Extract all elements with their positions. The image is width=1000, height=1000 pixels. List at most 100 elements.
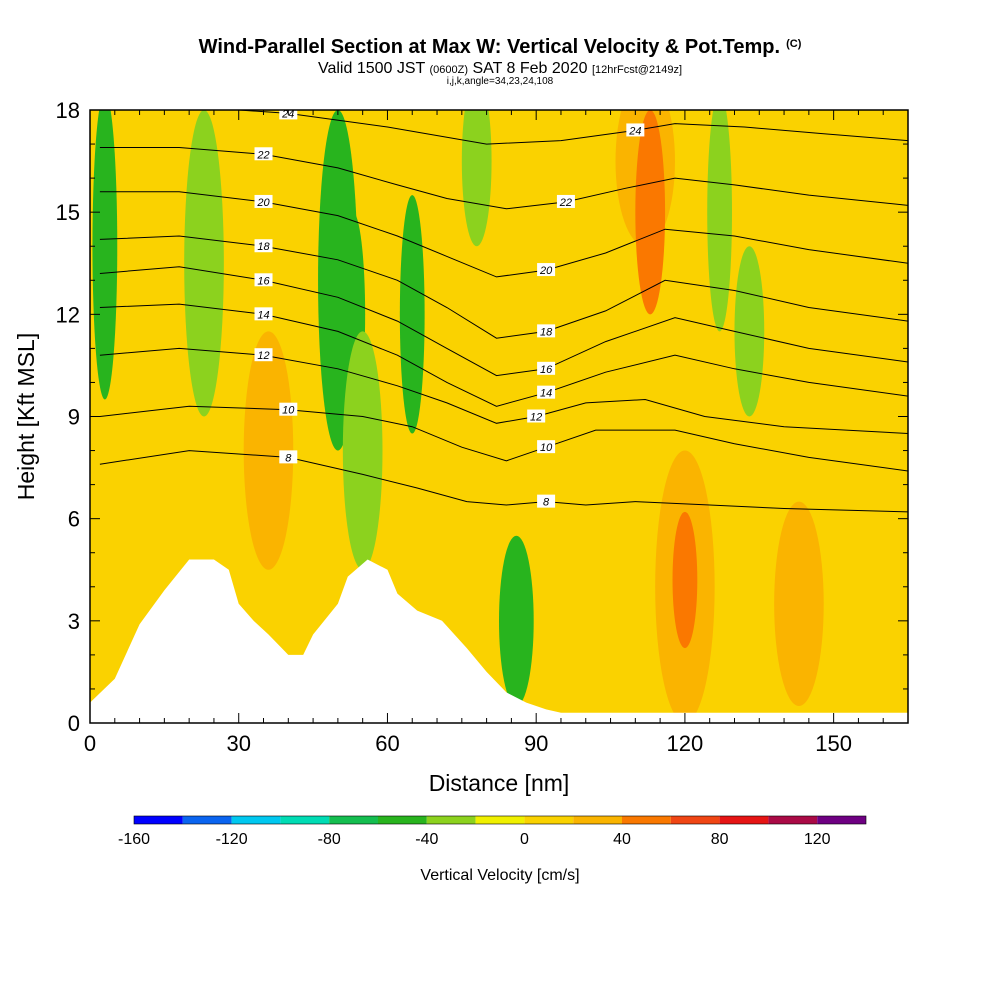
svg-text:14: 14 — [540, 388, 552, 400]
theta-contour-label-20-0: 20 — [254, 194, 273, 209]
svg-text:24: 24 — [628, 125, 641, 137]
theta-contour-label-16-1: 16 — [537, 361, 556, 376]
plot-area: 8 8 10 10 12 12 14 14 16 16 18 18 20 20 22 22 24 24 — [90, 108, 908, 723]
x-axis-label: Distance [nm] — [429, 770, 570, 796]
colorbar-swatch-0 — [134, 816, 183, 824]
theta-contour-label-8-0: 8 — [279, 450, 298, 464]
theta-contour-label-20-1: 20 — [537, 263, 556, 277]
x-tick-label-150: 150 — [815, 731, 852, 756]
svg-text:12: 12 — [257, 350, 269, 362]
svg-text:8: 8 — [285, 452, 292, 464]
theta-contour-24 — [231, 110, 908, 145]
colorbar-tick-40: 40 — [613, 831, 631, 848]
velocity-cell-10 — [734, 246, 765, 417]
theta-contour-label-24-1: 24 — [626, 123, 645, 137]
colorbar-swatch-11 — [670, 816, 720, 824]
colorbar-swatch-9 — [573, 816, 622, 824]
x-tick-label-0: 0 — [84, 731, 96, 756]
theta-contour-label-16-0: 16 — [254, 273, 273, 287]
colorbar-tick-0: 0 — [520, 831, 529, 848]
velocity-cell-12 — [635, 110, 666, 315]
colorbar-tick-120: 120 — [804, 831, 831, 848]
velocity-cell-4 — [342, 331, 383, 570]
colorbar-swatch-4 — [329, 816, 378, 824]
x-tick-label-120: 120 — [667, 731, 704, 756]
colorbar-swatch-10 — [622, 816, 671, 824]
colorbar-swatch-13 — [768, 816, 818, 824]
svg-text:20: 20 — [256, 197, 270, 209]
y-axis-label: Height [Kft MSL] — [13, 333, 39, 500]
x-tick-label-60: 60 — [375, 731, 399, 756]
colorbar-tick--160: -160 — [118, 831, 150, 848]
velocity-cell-15 — [672, 511, 698, 649]
svg-text:24: 24 — [281, 108, 294, 120]
theta-contour-label-18-1: 18 — [537, 324, 556, 338]
grid-indices: i,j,k,angle=34,23,24,108 — [446, 76, 554, 87]
theta-contour-label-22-1: 22 — [556, 194, 575, 209]
theta-contour-label-22-0: 22 — [254, 147, 273, 161]
velocity-cell-9 — [707, 110, 733, 332]
y-tick-label-9: 9 — [68, 405, 80, 430]
colorbar-swatch-1 — [182, 816, 232, 824]
velocity-cell-6 — [461, 110, 492, 247]
y-tick-label-6: 6 — [68, 507, 80, 532]
colorbar-tick--40: -40 — [415, 831, 438, 848]
y-tick-label-3: 3 — [68, 609, 80, 634]
y-tick-label-12: 12 — [56, 302, 80, 327]
svg-text:8: 8 — [543, 497, 550, 509]
valid-time: Valid 1500 JST — [317, 60, 426, 77]
velocity-cell-0 — [92, 110, 118, 400]
velocity-cell-5 — [399, 195, 425, 434]
chart-title-main: Wind-Parallel Section at Max W: Vertical… — [198, 36, 781, 58]
theta-contour-label-10-1: 10 — [537, 440, 556, 454]
velocity-cell-13 — [243, 331, 294, 570]
colorbar-swatch-12 — [719, 816, 769, 824]
colorbar-swatch-6 — [426, 816, 476, 824]
copyright-mark: (C) — [786, 38, 802, 50]
svg-text:18: 18 — [540, 326, 553, 338]
svg-text:22: 22 — [256, 149, 269, 161]
valid-date: SAT 8 Feb 2020 — [472, 60, 588, 77]
svg-text:16: 16 — [257, 275, 270, 287]
colorbar-swatch-7 — [475, 816, 525, 824]
y-tick-label-18: 18 — [56, 98, 80, 123]
svg-text:20: 20 — [539, 265, 553, 277]
svg-text:10: 10 — [540, 442, 553, 454]
chart-subtitle: Valid 1500 JST (0600Z) SAT 8 Feb 2020 [1… — [0, 60, 1000, 78]
y-tick-label-15: 15 — [56, 200, 80, 225]
colorbar-frame — [133, 815, 867, 825]
x-tick-label-30: 30 — [226, 731, 250, 756]
theta-contour-label-14-1: 14 — [537, 385, 556, 400]
colorbar-tick--120: -120 — [216, 831, 248, 848]
colorbar-swatch-14 — [817, 816, 866, 824]
velocity-cell-1 — [184, 110, 224, 417]
colorbar-tick-80: 80 — [711, 831, 729, 848]
forecast-info: [12hrFcst@2149z] — [591, 64, 682, 76]
svg-text:22: 22 — [559, 197, 572, 209]
colorbar-swatch-3 — [280, 816, 330, 824]
colorbar-swatch-2 — [231, 816, 281, 824]
colorbar-label: Vertical Velocity [cm/s] — [420, 867, 579, 884]
y-tick-label-0: 0 — [68, 711, 80, 736]
svg-text:18: 18 — [257, 241, 270, 253]
colorbar-swatch-5 — [378, 816, 427, 824]
colorbar-tick--80: -80 — [318, 831, 341, 848]
theta-contour-label-12-1: 12 — [527, 409, 546, 424]
theta-contour-label-18-0: 18 — [254, 239, 273, 253]
chart-title: Wind-Parallel Section at Max W: Vertical… — [0, 36, 1000, 59]
colorbar-swatch-8 — [524, 816, 574, 824]
velocity-cell-8 — [508, 586, 524, 655]
theta-contour-label-8-1: 8 — [537, 494, 556, 509]
svg-text:10: 10 — [282, 405, 295, 417]
terrain-mask — [90, 559, 908, 723]
svg-text:12: 12 — [530, 412, 542, 424]
x-tick-label-90: 90 — [524, 731, 548, 756]
svg-text:14: 14 — [257, 309, 269, 321]
svg-text:16: 16 — [540, 364, 553, 376]
valid-utc: (0600Z) — [429, 64, 468, 76]
velocity-cell-16 — [774, 501, 824, 706]
theta-contour-label-14-0: 14 — [254, 307, 273, 321]
theta-contour-label-12-0: 12 — [254, 348, 273, 362]
theta-contour-label-10-0: 10 — [279, 402, 298, 417]
